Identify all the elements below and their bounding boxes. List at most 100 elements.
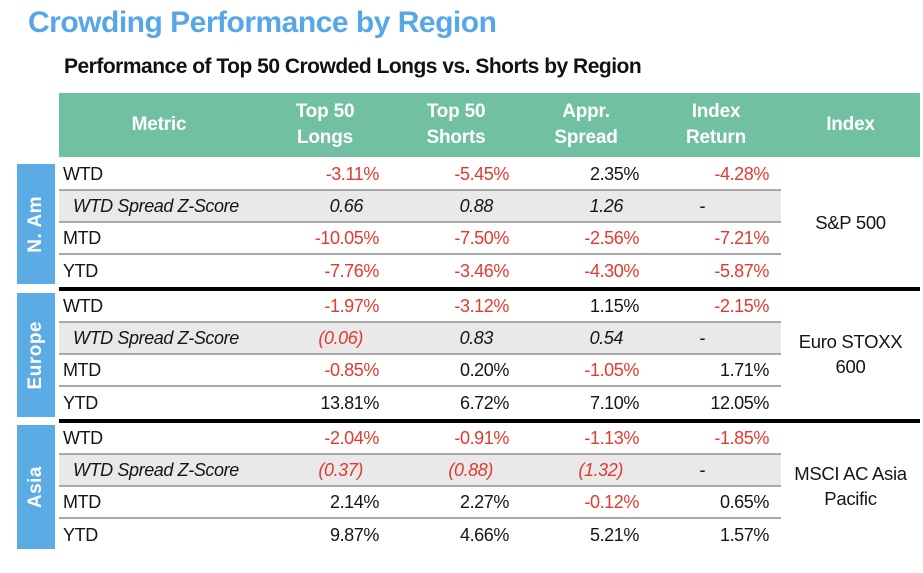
value-cell: -7.50%: [454, 227, 509, 248]
value-cell: 1.26: [589, 195, 624, 216]
table-section-europe: WTD -1.97% -3.12% 1.15% -2.15% WTD Spread Z-S…: [59, 287, 920, 419]
metric-label: WTD: [63, 295, 103, 316]
table-section-asia: WTD -2.04% -0.91% -1.13% -1.85% WTD Spread Z-…: [59, 419, 920, 551]
region-label-europe: Europe: [17, 293, 55, 417]
table-section-n-am: WTD -3.11% -5.45% 2.35% -4.28% WTD Spread Z-S…: [59, 159, 920, 287]
value-cell: 4.66%: [459, 524, 509, 545]
region-label-text: N. Am: [25, 195, 46, 253]
value-cell: 0.20%: [459, 359, 509, 380]
value-cell: 5.21%: [589, 524, 639, 545]
header-metric: Metric: [59, 93, 259, 157]
value-cell: -: [699, 459, 705, 480]
metric-label: YTD: [63, 392, 98, 413]
header-index-label: Index: [826, 114, 875, 136]
value-cell: -1.97%: [324, 295, 379, 316]
header-appr-spread-label: Appr. Spread: [554, 101, 618, 148]
header-index: Index: [781, 93, 920, 157]
main-table: Metric Top 50 Longs Top 50 Shorts Appr. …: [59, 93, 920, 551]
table-row: WTD -2.04% -0.91% -1.13% -1.85%: [59, 423, 781, 455]
value-cell: 1.57%: [719, 524, 769, 545]
value-cell: 0.66: [329, 195, 364, 216]
crowding-table: N. Am Europe Asia Metric Top 50 Longs Top …: [17, 93, 920, 551]
value-cell: -2.04%: [324, 427, 379, 448]
value-cell: 0.83: [459, 327, 494, 348]
table-row: WTD Spread Z-Score (0.37) (0.88) (1.32) -: [59, 455, 781, 487]
table-title: Performance of Top 50 Crowded Longs vs. …: [64, 55, 642, 78]
header-index-return: Index Return: [651, 93, 781, 157]
metric-label: WTD: [63, 163, 103, 184]
value-cell: -0.91%: [454, 427, 509, 448]
value-cell: 1.71%: [719, 359, 769, 380]
header-top50-longs-label: Top 50 Longs: [295, 101, 355, 148]
table-row: YTD 13.81% 6.72% 7.10% 12.05%: [59, 387, 781, 419]
value-cell: 2.27%: [459, 491, 509, 512]
table-row: WTD Spread Z-Score (0.06) 0.83 0.54 -: [59, 323, 781, 355]
page-title: Crowding Performance by Region: [28, 6, 497, 39]
value-cell: -4.28%: [714, 163, 769, 184]
value-cell: 0.54: [589, 327, 624, 348]
metric-label: WTD: [63, 427, 103, 448]
region-label-n-am: N. Am: [17, 164, 55, 284]
region-label-asia: Asia: [17, 425, 55, 549]
section-rows: WTD -1.97% -3.12% 1.15% -2.15% WTD Spread Z-S…: [59, 291, 781, 419]
header-metric-label: Metric: [131, 114, 187, 136]
table-row: MTD -0.85% 0.20% -1.05% 1.71%: [59, 355, 781, 387]
value-cell: -7.76%: [324, 260, 379, 281]
value-cell: 13.81%: [320, 392, 379, 413]
metric-label: MTD: [63, 359, 101, 380]
value-cell: -5.45%: [454, 163, 509, 184]
table-header-row: Metric Top 50 Longs Top 50 Shorts Appr. …: [59, 93, 920, 157]
metric-label: MTD: [63, 227, 101, 248]
value-cell: -: [699, 327, 705, 348]
value-cell: 12.05%: [710, 392, 769, 413]
table-row: YTD -7.76% -3.46% -4.30% -5.87%: [59, 255, 781, 287]
value-cell: -2.56%: [584, 227, 639, 248]
metric-label: YTD: [63, 260, 98, 281]
metric-label: WTD Spread Z-Score: [73, 195, 239, 216]
value-cell: 0.65%: [719, 491, 769, 512]
value-cell: 7.10%: [589, 392, 639, 413]
value-cell: -10.05%: [314, 227, 380, 248]
table-row: WTD -3.11% -5.45% 2.35% -4.28%: [59, 159, 781, 191]
index-cell-msci-ac-asia-pacific: MSCI AC Asia Pacific: [794, 463, 907, 509]
section-rows: WTD -3.11% -5.45% 2.35% -4.28% WTD Spread Z-S…: [59, 159, 781, 287]
header-appr-spread: Appr. Spread: [521, 93, 651, 157]
value-cell: -1.85%: [714, 427, 769, 448]
header-index-return-label: Index Return: [685, 101, 747, 148]
value-cell: -7.21%: [714, 227, 769, 248]
value-cell: 2.35%: [589, 163, 639, 184]
region-label-text: Europe: [25, 320, 46, 390]
table-row: MTD -10.05% -7.50% -2.56% -7.21%: [59, 223, 781, 255]
table-row: WTD -1.97% -3.12% 1.15% -2.15%: [59, 291, 781, 323]
value-cell: (1.32): [578, 459, 623, 480]
value-cell: -5.87%: [714, 260, 769, 281]
value-cell: 9.87%: [329, 524, 379, 545]
value-cell: -4.30%: [584, 260, 639, 281]
index-cell-s-p-500: S&P 500: [815, 211, 886, 233]
metric-label: MTD: [63, 491, 101, 512]
value-cell: -2.15%: [714, 295, 769, 316]
value-cell: 2.14%: [329, 491, 379, 512]
region-label-text: Asia: [25, 465, 46, 509]
value-cell: 6.72%: [459, 392, 509, 413]
value-cell: 1.15%: [589, 295, 639, 316]
metric-label: WTD Spread Z-Score: [73, 459, 239, 480]
value-cell: 0.88: [459, 195, 494, 216]
value-cell: -3.12%: [454, 295, 509, 316]
metric-label: YTD: [63, 524, 98, 545]
header-top50-shorts-label: Top 50 Shorts: [426, 101, 486, 148]
value-cell: -: [699, 195, 705, 216]
header-top50-longs: Top 50 Longs: [259, 93, 391, 157]
table-body: WTD -3.11% -5.45% 2.35% -4.28% WTD Spread Z-S…: [59, 159, 920, 551]
table-row: WTD Spread Z-Score 0.66 0.88 1.26 -: [59, 191, 781, 223]
value-cell: (0.37): [318, 459, 363, 480]
value-cell: (0.06): [318, 327, 363, 348]
table-row: MTD 2.14% 2.27% -0.12% 0.65%: [59, 487, 781, 519]
table-row: YTD 9.87% 4.66% 5.21% 1.57%: [59, 519, 781, 551]
value-cell: (0.88): [448, 459, 493, 480]
value-cell: -0.12%: [584, 491, 639, 512]
value-cell: -1.13%: [584, 427, 639, 448]
region-column: N. Am Europe Asia: [17, 93, 59, 551]
section-rows: WTD -2.04% -0.91% -1.13% -1.85% WTD Spread Z-…: [59, 423, 781, 551]
